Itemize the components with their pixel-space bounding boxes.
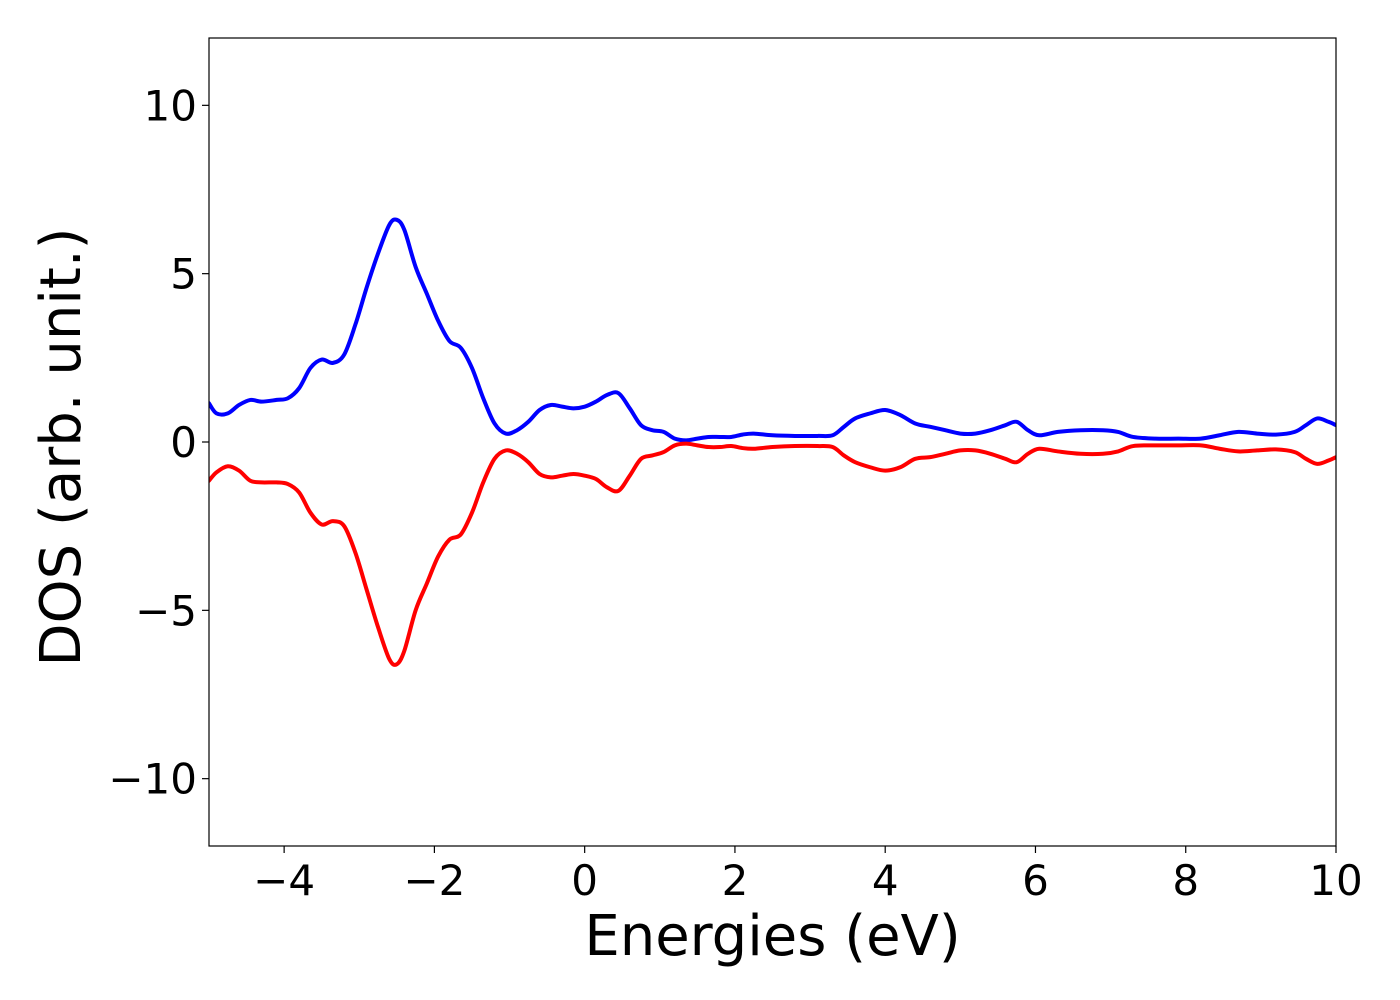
y-axis-label: DOS (arb. unit.) [29, 227, 94, 666]
x-axis-label: Energies (eV) [584, 904, 960, 969]
x-tick-label: 6 [1022, 856, 1049, 905]
ticks-layer: −4 −2 0 2 4 6 8 10 −10 −5 0 5 10 [108, 81, 1362, 905]
y-tick-label: 5 [170, 250, 197, 299]
dos-line-red [209, 441, 1336, 667]
x-tick-label: 4 [872, 856, 899, 905]
y-tick-label: −10 [108, 755, 197, 804]
y-tick-label: 10 [144, 81, 197, 130]
y-tick-label: −5 [135, 586, 197, 635]
x-tick-label: 2 [722, 856, 749, 905]
x-tick-label: 8 [1172, 856, 1199, 905]
x-tick-label: 10 [1309, 856, 1362, 905]
y-tick-label: 0 [170, 418, 197, 467]
plot-frame [208, 37, 1337, 847]
dos-line-blue [209, 217, 1336, 443]
x-tick-label: −4 [253, 856, 315, 905]
series-layer [209, 217, 1336, 667]
x-tick-label: 0 [571, 856, 598, 905]
x-tick-label: −2 [403, 856, 465, 905]
